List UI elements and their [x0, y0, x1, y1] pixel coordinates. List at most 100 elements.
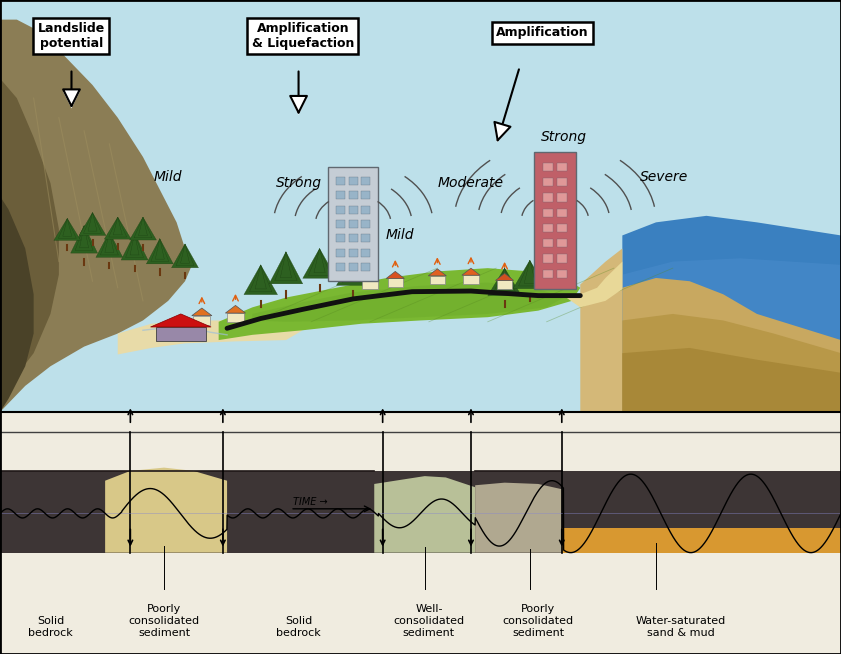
Polygon shape	[475, 483, 562, 553]
FancyBboxPatch shape	[543, 209, 553, 217]
FancyBboxPatch shape	[328, 167, 378, 281]
Text: Severe: Severe	[640, 169, 689, 184]
Polygon shape	[361, 273, 379, 281]
Text: Solid
bedrock: Solid bedrock	[276, 616, 321, 638]
FancyBboxPatch shape	[557, 269, 567, 278]
Polygon shape	[347, 257, 359, 280]
FancyBboxPatch shape	[336, 192, 345, 199]
FancyBboxPatch shape	[0, 0, 841, 412]
FancyBboxPatch shape	[562, 528, 841, 553]
Polygon shape	[244, 265, 278, 294]
Polygon shape	[121, 233, 148, 260]
Polygon shape	[105, 232, 114, 252]
Polygon shape	[192, 308, 212, 316]
FancyBboxPatch shape	[362, 234, 370, 242]
Text: Strong: Strong	[276, 176, 321, 190]
Polygon shape	[0, 78, 59, 412]
Polygon shape	[105, 468, 227, 553]
Polygon shape	[499, 268, 510, 290]
Polygon shape	[181, 244, 189, 263]
Polygon shape	[622, 314, 841, 412]
FancyBboxPatch shape	[557, 163, 567, 171]
Polygon shape	[519, 260, 541, 286]
Polygon shape	[54, 218, 81, 241]
FancyBboxPatch shape	[362, 281, 378, 289]
FancyBboxPatch shape	[463, 275, 479, 284]
Text: Strong: Strong	[541, 130, 586, 145]
FancyBboxPatch shape	[193, 316, 210, 325]
FancyBboxPatch shape	[362, 206, 370, 214]
FancyBboxPatch shape	[430, 276, 445, 284]
Polygon shape	[269, 252, 303, 284]
Polygon shape	[125, 233, 144, 258]
Polygon shape	[622, 258, 841, 412]
Text: Mild: Mild	[154, 169, 182, 184]
Polygon shape	[0, 20, 193, 412]
Polygon shape	[494, 268, 516, 293]
FancyBboxPatch shape	[336, 263, 345, 271]
Polygon shape	[151, 314, 211, 327]
FancyBboxPatch shape	[362, 192, 370, 199]
FancyBboxPatch shape	[362, 263, 370, 271]
Polygon shape	[156, 239, 164, 259]
FancyBboxPatch shape	[349, 234, 357, 242]
Polygon shape	[462, 268, 480, 275]
Polygon shape	[172, 244, 198, 267]
Polygon shape	[303, 249, 336, 279]
FancyBboxPatch shape	[336, 206, 345, 214]
Polygon shape	[386, 271, 405, 279]
Polygon shape	[83, 213, 102, 233]
FancyBboxPatch shape	[336, 220, 345, 228]
Polygon shape	[0, 196, 34, 412]
Polygon shape	[563, 262, 622, 307]
Polygon shape	[622, 348, 841, 412]
FancyBboxPatch shape	[534, 152, 576, 289]
Polygon shape	[80, 226, 88, 248]
Polygon shape	[118, 320, 303, 354]
FancyBboxPatch shape	[336, 177, 345, 185]
Polygon shape	[374, 476, 475, 553]
Polygon shape	[130, 217, 156, 240]
Polygon shape	[219, 268, 580, 340]
Polygon shape	[342, 257, 364, 283]
FancyBboxPatch shape	[227, 313, 244, 322]
Text: Moderate: Moderate	[438, 176, 504, 190]
Polygon shape	[495, 273, 514, 281]
FancyBboxPatch shape	[336, 249, 345, 256]
Polygon shape	[622, 216, 841, 412]
Polygon shape	[100, 232, 119, 255]
Polygon shape	[146, 239, 173, 264]
Text: Poorly
consolidated
sediment: Poorly consolidated sediment	[129, 604, 199, 638]
Text: Amplification: Amplification	[496, 26, 589, 39]
FancyBboxPatch shape	[543, 194, 553, 201]
Polygon shape	[580, 249, 622, 412]
Polygon shape	[225, 305, 246, 313]
Text: Solid
bedrock: Solid bedrock	[28, 616, 73, 638]
Polygon shape	[104, 217, 131, 239]
FancyBboxPatch shape	[497, 281, 512, 289]
FancyBboxPatch shape	[349, 263, 357, 271]
Polygon shape	[108, 217, 127, 237]
Polygon shape	[513, 260, 547, 288]
FancyBboxPatch shape	[543, 178, 553, 186]
Polygon shape	[255, 265, 267, 289]
Text: Amplification
& Liquefaction: Amplification & Liquefaction	[251, 22, 354, 50]
FancyBboxPatch shape	[336, 234, 345, 242]
Polygon shape	[336, 257, 370, 285]
Polygon shape	[79, 213, 106, 235]
FancyBboxPatch shape	[156, 327, 206, 341]
FancyBboxPatch shape	[388, 279, 403, 287]
FancyBboxPatch shape	[362, 177, 370, 185]
Polygon shape	[96, 232, 123, 258]
Text: Well-
consolidated
sediment: Well- consolidated sediment	[394, 604, 464, 638]
FancyBboxPatch shape	[557, 178, 567, 186]
FancyBboxPatch shape	[0, 471, 841, 553]
FancyBboxPatch shape	[557, 194, 567, 201]
FancyBboxPatch shape	[349, 220, 357, 228]
Polygon shape	[134, 217, 152, 238]
Polygon shape	[314, 249, 325, 273]
Polygon shape	[250, 265, 272, 292]
FancyBboxPatch shape	[557, 209, 567, 217]
FancyBboxPatch shape	[557, 254, 567, 263]
FancyBboxPatch shape	[0, 412, 841, 654]
